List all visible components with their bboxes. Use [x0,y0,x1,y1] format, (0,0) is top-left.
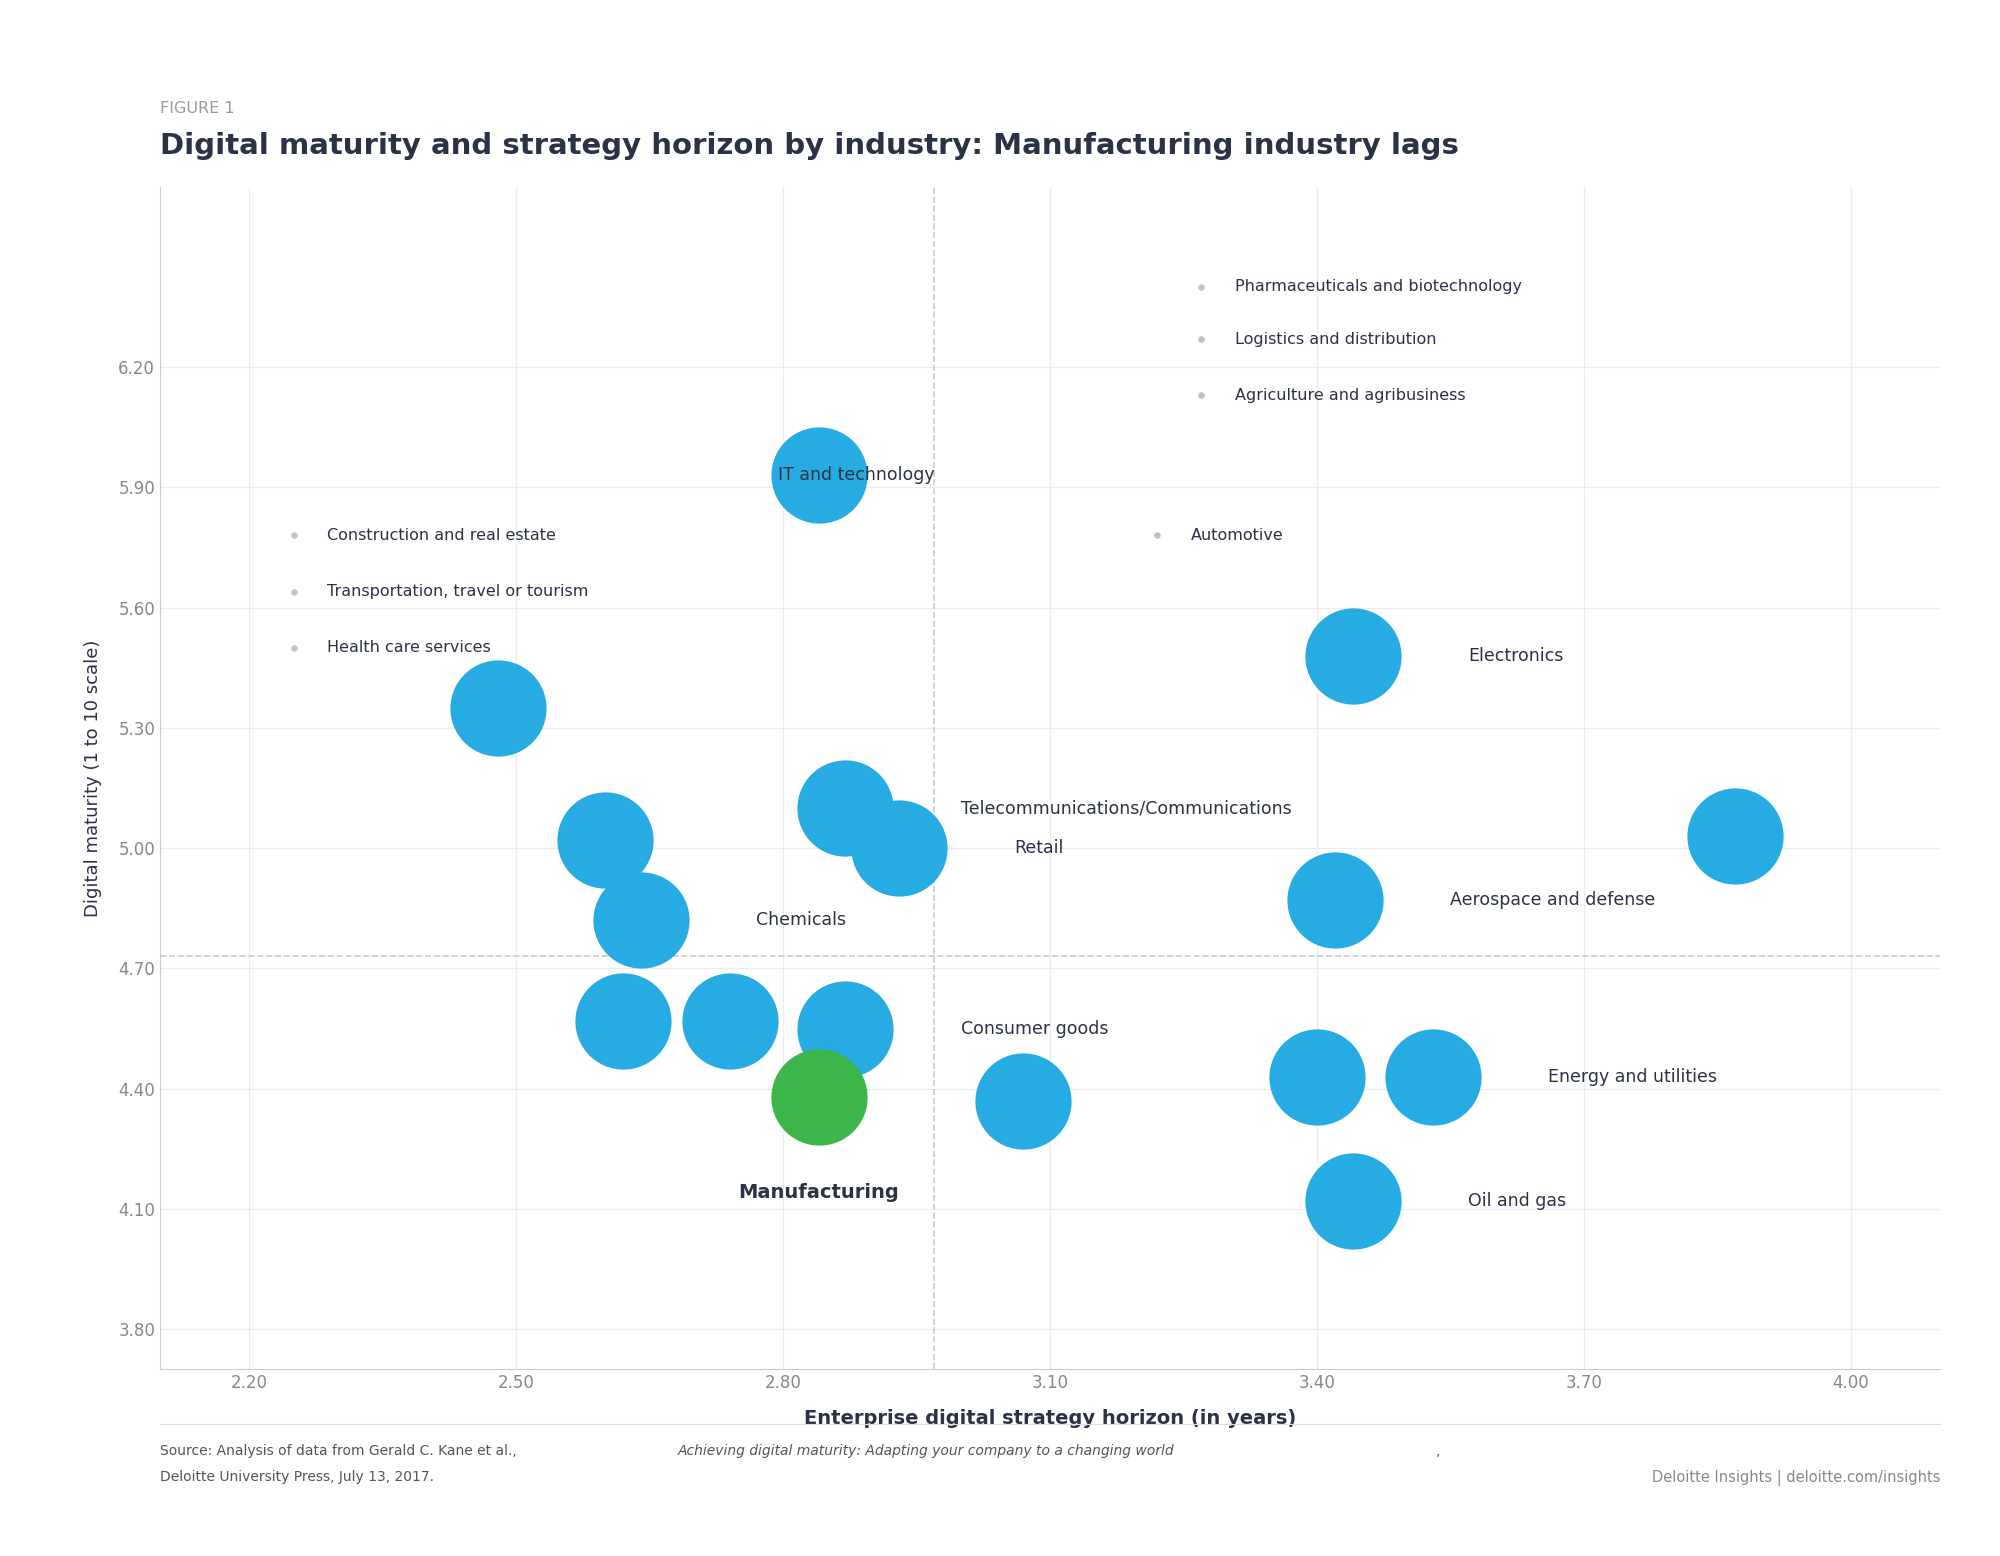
Point [802,1085,834,1109]
Text: Electronics: Electronics [1468,647,1564,664]
Text: Chemicals: Chemicals [756,912,846,929]
Text: Transportation, travel or tourism: Transportation, travel or tourism [328,584,588,599]
Text: Construction and real estate: Construction and real estate [328,527,556,543]
Text: IT and technology: IT and technology [778,467,934,484]
Point [1302,1064,1334,1089]
Y-axis label: Digital maturity (1 to 10 scale): Digital maturity (1 to 10 scale) [84,640,102,916]
X-axis label: Enterprise digital strategy horizon (in years): Enterprise digital strategy horizon (in … [804,1408,1296,1428]
Point [588,828,620,853]
Text: Deloitte Insights | deloitte.com/insights: Deloitte Insights | deloitte.com/insight… [1652,1470,1940,1486]
Text: Deloitte University Press, July 13, 2017.: Deloitte University Press, July 13, 2017… [160,1470,434,1484]
Text: Telecommunications/Communications: Telecommunications/Communications [962,800,1292,817]
Text: Oil and gas: Oil and gas [1468,1192,1566,1211]
Point [802,462,834,487]
Text: Automotive: Automotive [1190,527,1284,543]
Point [624,907,656,932]
Point [1186,274,1218,299]
Text: Consumer goods: Consumer goods [962,1019,1108,1038]
Point [714,1008,746,1033]
Text: Manufacturing: Manufacturing [738,1184,898,1203]
Point [882,836,914,860]
Text: Energy and utilities: Energy and utilities [1548,1067,1718,1086]
Point [278,635,310,660]
Point [1186,383,1218,408]
Point [1008,1088,1040,1113]
Text: Health care services: Health care services [328,640,492,655]
Text: FIGURE 1: FIGURE 1 [160,101,234,117]
Point [830,795,862,820]
Text: Aerospace and defense: Aerospace and defense [1450,892,1656,909]
Point [482,696,514,720]
Text: Digital maturity and strategy horizon by industry: Manufacturing industry lags: Digital maturity and strategy horizon by… [160,132,1458,160]
Text: Source: Analysis of data from Gerald C. Kane et al.,: Source: Analysis of data from Gerald C. … [160,1444,522,1458]
Point [1720,823,1752,848]
Text: ,: , [1436,1444,1440,1458]
Point [1416,1064,1448,1089]
Text: Pharmaceuticals and biotechnology: Pharmaceuticals and biotechnology [1236,280,1522,294]
Point [1186,327,1218,352]
Text: Retail: Retail [1014,839,1064,857]
Point [278,579,310,604]
Point [606,1008,638,1033]
Text: Agriculture and agribusiness: Agriculture and agribusiness [1236,387,1466,403]
Text: Achieving digital maturity: Adapting your company to a changing world: Achieving digital maturity: Adapting you… [678,1444,1174,1458]
Point [830,1016,862,1041]
Point [1336,643,1368,668]
Point [1140,523,1172,548]
Text: Logistics and distribution: Logistics and distribution [1236,331,1436,347]
Point [1336,1189,1368,1214]
Point [1318,888,1350,913]
Point [278,523,310,548]
